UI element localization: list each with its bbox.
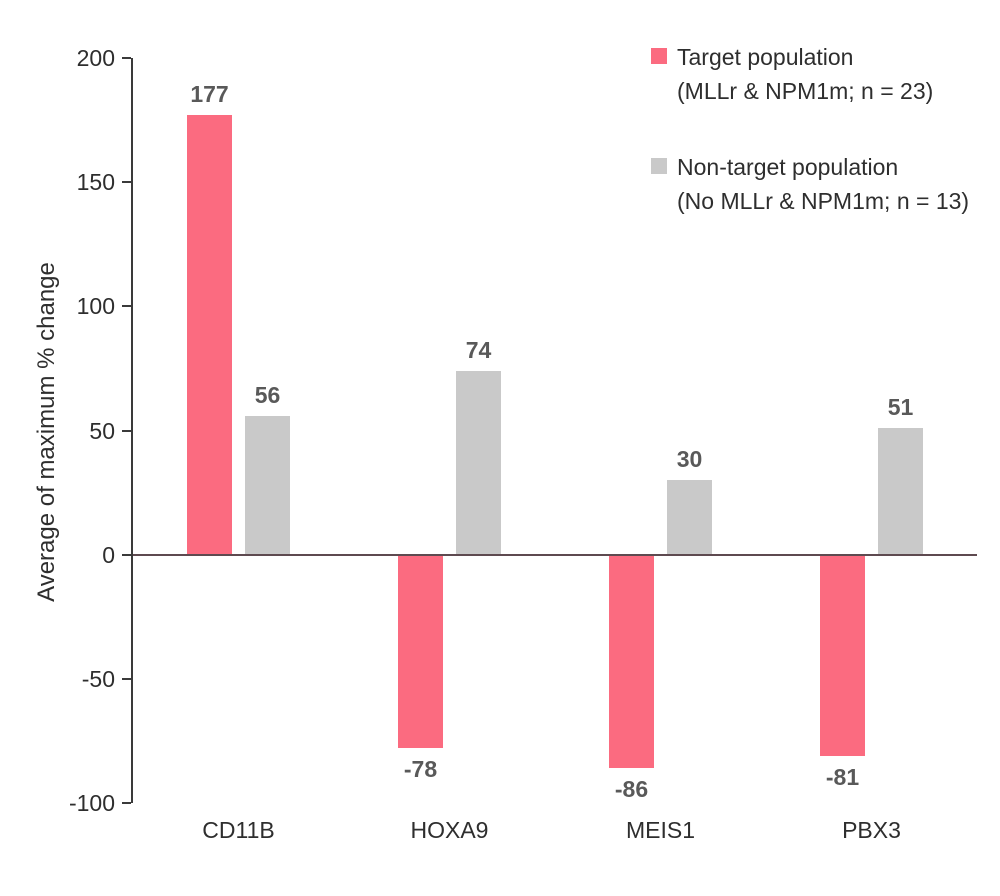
y-tick-label: 100 [76, 293, 115, 320]
bar-cd11b-target [187, 115, 232, 555]
x-category-label-meis1: MEIS1 [625, 817, 696, 843]
y-axis-line [131, 58, 133, 803]
bar-value-label-cd11b-target: 177 [190, 81, 229, 108]
x-category-label-cd11b: CD11B [202, 817, 275, 843]
y-axis-tick [122, 429, 131, 432]
bar-value-label-meis1-target: -86 [614, 776, 649, 803]
legend-entry-target: Target population (MLLr & NPM1m; n = 23) [651, 40, 969, 108]
legend-sublabel-target: (MLLr & NPM1m; n = 23) [677, 78, 934, 104]
legend-sublabel-non-target: (No MLLr & NPM1m; n = 13) [677, 188, 970, 214]
bar-hoxa9-target [398, 554, 443, 749]
legend-swatch-non-target-icon [651, 158, 667, 174]
bar-cd11b-non-target [245, 415, 290, 555]
x-category-label-hoxa9: HOXA9 [410, 817, 489, 843]
legend-swatch-target-icon [651, 48, 667, 64]
y-tick-label: 200 [76, 45, 115, 71]
y-tick-label: 150 [76, 169, 115, 196]
bar-meis1-non-target [667, 480, 712, 555]
y-tick-label: -50 [81, 665, 115, 692]
bar-value-label-hoxa9-non-target: 74 [465, 336, 492, 363]
y-tick-label: -100 [68, 790, 115, 816]
bar-value-label-pbx3-target: -81 [825, 763, 860, 790]
bar-value-label-meis1-non-target: 30 [676, 446, 703, 473]
y-axis-tick [122, 553, 131, 556]
bar-pbx3-non-target [878, 428, 923, 555]
x-category-label-pbx3: PBX3 [842, 817, 901, 843]
bar-hoxa9-non-target [456, 370, 501, 555]
y-tick-label: 50 [89, 417, 115, 444]
bar-value-label-cd11b-non-target: 56 [254, 381, 281, 408]
y-axis-tick [122, 802, 131, 804]
y-axis-tick [122, 305, 131, 308]
bar-value-label-pbx3-non-target: 51 [887, 394, 914, 421]
y-tick-label: 0 [102, 541, 115, 568]
legend: Target population (MLLr & NPM1m; n = 23)… [651, 40, 969, 218]
zero-baseline [133, 553, 977, 556]
legend-label-target: Target population [677, 44, 854, 70]
y-axis-tick [122, 181, 131, 184]
bar-meis1-target [609, 554, 654, 769]
bar-pbx3-target [820, 554, 865, 756]
y-axis-tick [122, 57, 131, 59]
legend-label-non-target: Non-target population [677, 154, 899, 180]
legend-entry-non-target: Non-target population (No MLLr & NPM1m; … [651, 150, 969, 218]
bar-value-label-hoxa9-target: -78 [403, 756, 438, 783]
y-axis-tick [122, 677, 131, 680]
